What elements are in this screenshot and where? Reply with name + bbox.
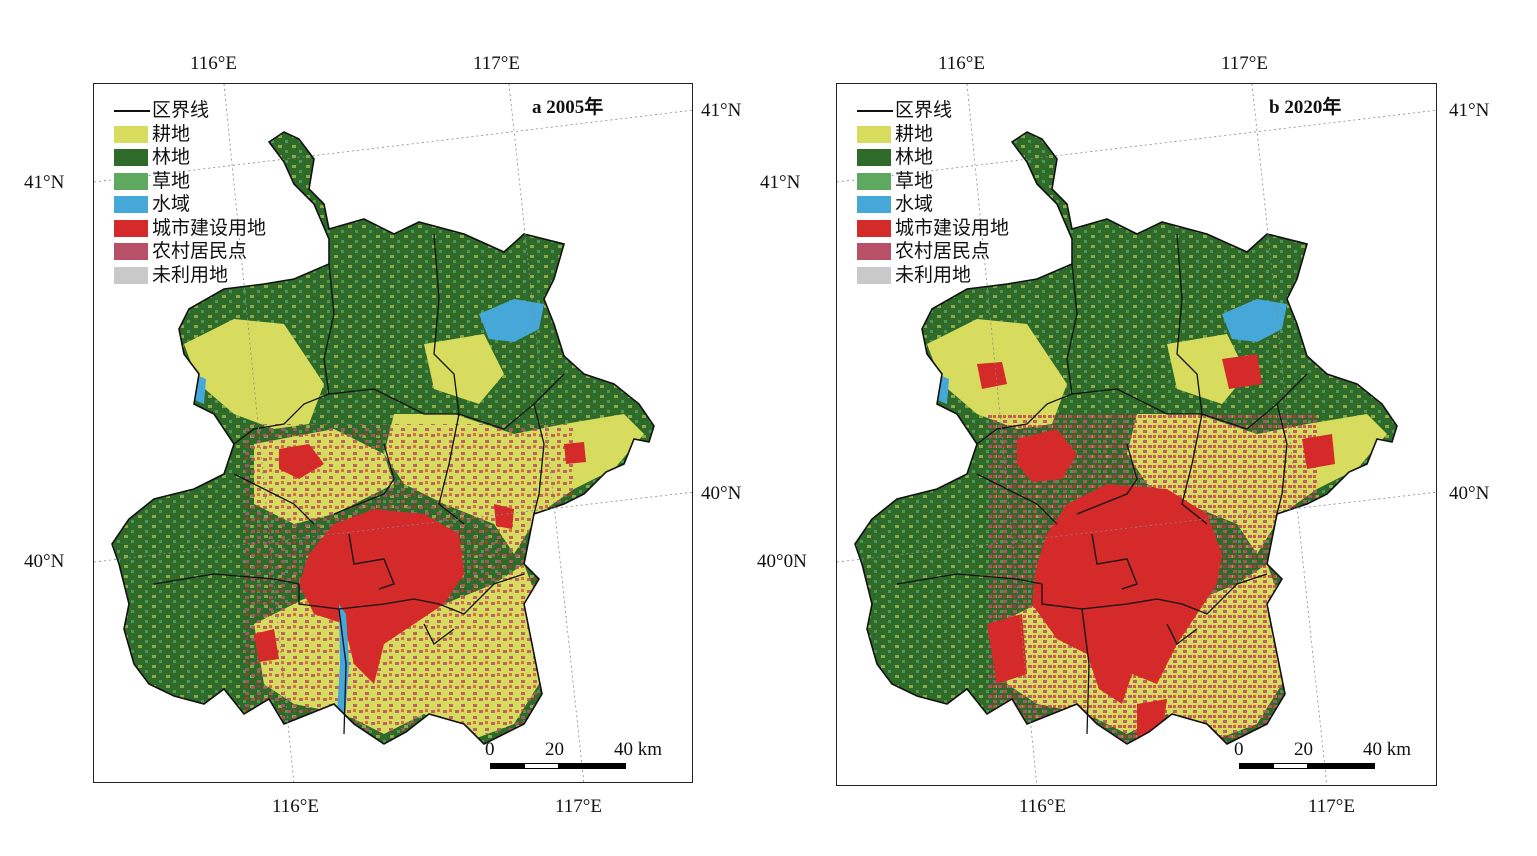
forest-swatch: [114, 149, 148, 167]
urban-swatch: [114, 219, 148, 237]
legend-label: 未利用地: [152, 263, 229, 286]
legend-label: 草地: [152, 169, 191, 192]
land-use-map-a: [94, 84, 692, 782]
legend-label: 林地: [152, 146, 191, 168]
legend-item-grassland: 草地: [114, 170, 266, 194]
legend-item-water: 水域: [857, 193, 1009, 217]
legend-a: 区界线 耕地 林地 草地 水域 城市建设用地 农村居民点 未利用地: [114, 99, 266, 287]
legend-label: 水域: [895, 193, 934, 215]
legend-label: 草地: [895, 169, 934, 192]
legend-label: 耕地: [152, 122, 191, 145]
tick-top-116e-a: 116°E: [190, 53, 237, 74]
scale-segment: [1307, 763, 1375, 769]
legend-label: 未利用地: [895, 263, 972, 286]
legend-item-urban: 城市建设用地: [857, 217, 1009, 241]
legend-item-cropland: 耕地: [857, 123, 1009, 147]
legend-item-unused: 未利用地: [114, 264, 266, 288]
water-swatch: [114, 196, 148, 214]
legend-item-urban: 城市建设用地: [114, 217, 266, 241]
tick-left-41n-b: 41°N: [760, 172, 801, 193]
tick-top-116e-b: 116°E: [938, 53, 985, 74]
grassland-swatch: [114, 172, 148, 190]
cropland-swatch: [114, 125, 148, 143]
legend-item-boundary: 区界线: [857, 99, 1009, 123]
rural-swatch: [857, 243, 891, 261]
scale-label-0: 0: [485, 739, 495, 760]
tick-left-40n-a: 40°N: [24, 551, 65, 572]
map-panel-a: a 2005年 区界线 耕地 林地 草地 水域 城市建设用地 农村居民点 未利用…: [93, 83, 693, 783]
legend-label: 林地: [895, 146, 934, 168]
legend-item-water: 水域: [114, 193, 266, 217]
legend-item-boundary: 区界线: [114, 99, 266, 123]
legend-label: 耕地: [895, 122, 934, 145]
legend-label: 农村居民点: [895, 240, 991, 262]
tick-right-41n-a: 41°N: [701, 100, 742, 121]
cropland-swatch: [857, 125, 891, 143]
scale-segment: [558, 763, 626, 769]
legend-label: 区界线: [895, 99, 953, 121]
tick-top-117e-a: 117°E: [473, 53, 520, 74]
tick-top-117e-b: 117°E: [1221, 53, 1268, 74]
legend-item-grassland: 草地: [857, 170, 1009, 194]
scale-segment: [1273, 763, 1308, 769]
legend-item-rural: 农村居民点: [114, 240, 266, 264]
land-use-map-b: [837, 84, 1436, 785]
tick-bottom-116e-a: 116°E: [272, 796, 319, 817]
tick-right-40n-a: 40°N: [701, 483, 742, 504]
scale-label-40: 40 km: [1363, 739, 1412, 760]
legend-label: 城市建设用地: [895, 216, 1010, 239]
legend-label: 农村居民点: [152, 240, 248, 262]
tick-left-41n-a: 41°N: [24, 172, 65, 193]
scale-label-40: 40 km: [614, 739, 663, 760]
legend-label: 水域: [152, 193, 191, 215]
boundary-line-swatch: [857, 109, 893, 112]
boundary-line-swatch: [114, 109, 150, 112]
legend-item-unused: 未利用地: [857, 264, 1009, 288]
unused-swatch: [857, 266, 891, 284]
legend-item-forest: 林地: [114, 146, 266, 170]
scale-bar-a: 0 20 40 km: [485, 739, 662, 779]
legend-label: 区界线: [152, 99, 210, 121]
panel-title-a: a 2005年: [532, 97, 604, 118]
tick-right-40n-b: 40°N: [1449, 483, 1490, 504]
legend-label: 城市建设用地: [152, 216, 267, 239]
scale-label-0: 0: [1234, 739, 1244, 760]
scale-segment: [1239, 763, 1274, 769]
grassland-swatch: [857, 172, 891, 190]
tick-bottom-117e-a: 117°E: [555, 796, 602, 817]
scale-segment: [490, 763, 525, 769]
rural-swatch: [114, 243, 148, 261]
scale-label-20: 20: [1294, 739, 1313, 760]
water-swatch: [857, 196, 891, 214]
legend-item-rural: 农村居民点: [857, 240, 1009, 264]
unused-swatch: [114, 266, 148, 284]
tick-bottom-116e-b: 116°E: [1019, 796, 1066, 817]
map-panel-b: b 2020年 区界线 耕地 林地 草地 水域 城市建设用地 农村居民点 未利用…: [836, 83, 1437, 786]
tick-bottom-117e-b: 117°E: [1308, 796, 1355, 817]
legend-b: 区界线 耕地 林地 草地 水域 城市建设用地 农村居民点 未利用地: [857, 99, 1009, 287]
scale-bar-b: 0 20 40 km: [1234, 739, 1411, 779]
legend-item-forest: 林地: [857, 146, 1009, 170]
forest-swatch: [857, 149, 891, 167]
legend-item-cropland: 耕地: [114, 123, 266, 147]
panel-title-b: b 2020年: [1269, 97, 1342, 118]
scale-label-20: 20: [545, 739, 564, 760]
scale-segment: [524, 763, 559, 769]
urban-swatch: [857, 219, 891, 237]
tick-left-40n-b: 40°0N: [757, 551, 807, 572]
tick-right-41n-b: 41°N: [1449, 100, 1490, 121]
